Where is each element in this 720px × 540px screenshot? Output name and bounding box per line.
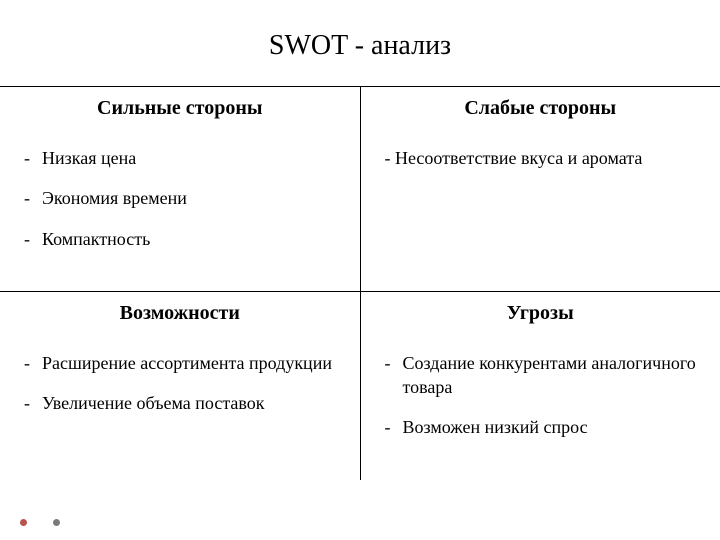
weaknesses-cell: - Несоответствие вкуса и аромата xyxy=(360,132,720,291)
list-item: - Несоответствие вкуса и аромата xyxy=(385,146,697,170)
header-row-bottom: Возможности Угрозы xyxy=(0,291,720,337)
header-row-top: Сильные стороны Слабые стороны xyxy=(0,87,720,133)
list-item: Расширение ассортимента продукции xyxy=(24,351,336,375)
footer-dots xyxy=(20,519,60,526)
list-item: Компактность xyxy=(24,227,336,251)
list-item: Низкая цена xyxy=(24,146,336,170)
list-item: Возможен низкий спрос xyxy=(385,415,697,439)
threats-list: Создание конкурентами аналогичного товар… xyxy=(385,351,697,440)
list-item: Экономия времени xyxy=(24,186,336,210)
swot-grid: Сильные стороны Слабые стороны Низкая це… xyxy=(0,86,720,480)
weaknesses-header: Слабые стороны xyxy=(360,87,720,133)
swot-slide: SWOT - анализ Сильные стороны Слабые сто… xyxy=(0,0,720,540)
strengths-cell: Низкая цена Экономия времени Компактност… xyxy=(0,132,360,291)
list-item: Создание конкурентами аналогичного товар… xyxy=(385,351,697,400)
list-item: Увеличение объема поставок xyxy=(24,391,336,415)
strengths-header: Сильные стороны xyxy=(0,87,360,133)
threats-header: Угрозы xyxy=(360,291,720,337)
content-row-top: Низкая цена Экономия времени Компактност… xyxy=(0,132,720,291)
strengths-list: Низкая цена Экономия времени Компактност… xyxy=(24,146,336,251)
content-row-bottom: Расширение ассортимента продукции Увелич… xyxy=(0,337,720,480)
slide-title: SWOT - анализ xyxy=(0,30,720,62)
opportunities-list: Расширение ассортимента продукции Увелич… xyxy=(24,351,336,416)
opportunities-cell: Расширение ассортимента продукции Увелич… xyxy=(0,337,360,480)
opportunities-header: Возможности xyxy=(0,291,360,337)
threats-cell: Создание конкурентами аналогичного товар… xyxy=(360,337,720,480)
dot-icon xyxy=(20,519,27,526)
dot-icon xyxy=(53,519,60,526)
